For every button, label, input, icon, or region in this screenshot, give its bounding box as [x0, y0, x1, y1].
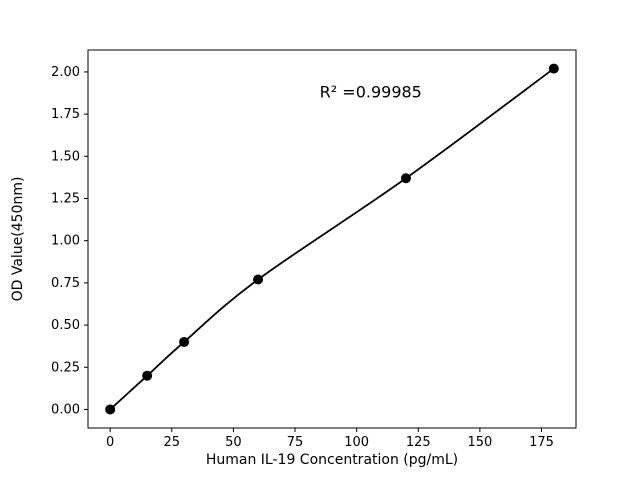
- y-tick-label: 0.00: [51, 402, 80, 417]
- x-tick-label: 25: [164, 435, 181, 450]
- data-point: [105, 404, 116, 415]
- y-tick-label: 0.75: [51, 276, 80, 291]
- x-tick-label: 125: [406, 435, 431, 450]
- y-tick-label: 1.50: [51, 149, 80, 164]
- x-axis-label: Human IL-19 Concentration (pg/mL): [206, 452, 458, 468]
- x-tick-label: 75: [287, 435, 304, 450]
- r-squared-annotation: R² =0.99985: [320, 82, 422, 101]
- plot-border: [87, 49, 577, 429]
- x-tick-label: 50: [225, 435, 242, 450]
- data-point: [400, 173, 411, 184]
- fit-curve: [109, 67, 555, 411]
- x-tick-label: 0: [106, 435, 114, 450]
- y-tick-label: 1.75: [51, 107, 80, 122]
- data-point: [142, 370, 153, 381]
- x-tick-label: 150: [467, 435, 492, 450]
- y-tick-label: 2.00: [51, 65, 80, 80]
- x-tick-label: 100: [344, 435, 369, 450]
- y-tick-label: 0.25: [51, 360, 80, 375]
- plot-area: 0 25 50 75 100 125 150 175 0.00 0.25 0.50 0.75 1.00 1…: [51, 49, 577, 450]
- data-point: [253, 274, 264, 285]
- y-tick-label: 1.25: [51, 192, 80, 207]
- y-tick-label: 0.50: [51, 318, 80, 333]
- data-point: [548, 63, 559, 74]
- x-tick-label: 175: [529, 435, 554, 450]
- y-tick-label: 1.00: [51, 234, 80, 249]
- y-axis-label: OD Value(450nm): [10, 177, 26, 302]
- data-point: [179, 336, 190, 347]
